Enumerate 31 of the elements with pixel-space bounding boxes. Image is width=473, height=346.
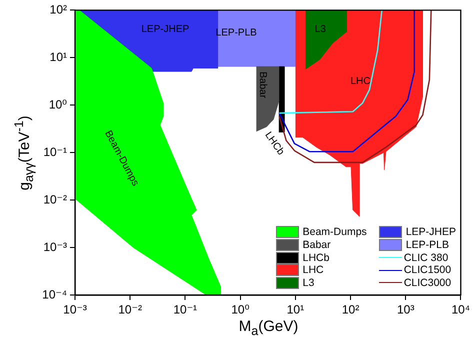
y-tick-label: 10⁻² bbox=[43, 192, 67, 206]
y-tick-label: 10⁻⁴ bbox=[42, 287, 67, 302]
y-tick-label: 10² bbox=[50, 2, 68, 17]
x-tick-label: 10⁴ bbox=[451, 302, 470, 317]
y-tick-label: 10⁰ bbox=[48, 97, 68, 112]
annotation: LHC bbox=[350, 76, 370, 88]
annotation: LEP-PLB bbox=[216, 27, 258, 38]
legend-label: LEP-PLB bbox=[406, 238, 450, 251]
y-tick-label: 10⁻¹ bbox=[43, 144, 67, 159]
legend-label: Babar bbox=[302, 238, 331, 251]
annotation: LEP-JHEP bbox=[141, 24, 190, 36]
legend-label: Beam-Dumps bbox=[302, 226, 367, 238]
x-axis-title: M$_{a}$(GeV) bbox=[238, 318, 298, 338]
x-tick-label: 10⁻² bbox=[118, 302, 142, 317]
annotation: Babar bbox=[257, 71, 268, 99]
legend-label: CLIC1500 bbox=[404, 264, 452, 276]
legend-label: CLIC3000 bbox=[404, 276, 452, 289]
legend-label: LHC bbox=[302, 264, 324, 276]
x-tick-label: 10⁻³ bbox=[63, 302, 87, 317]
legend-label: LEP-JHEP bbox=[406, 226, 456, 238]
y-tick-label: 10⁻³ bbox=[43, 240, 67, 254]
x-tick-label: 10⁻¹ bbox=[173, 302, 198, 317]
x-tick-label: 10² bbox=[342, 302, 360, 317]
y-tick-label: 10¹ bbox=[50, 50, 68, 64]
legend-label: CLIC 380 bbox=[404, 252, 448, 264]
x-tick-label: 10¹ bbox=[286, 302, 304, 317]
legend-label: L3 bbox=[302, 276, 314, 289]
legend-label: LHCb bbox=[302, 252, 330, 264]
x-tick-label: 10³ bbox=[396, 302, 414, 317]
x-tick-label: 10⁰ bbox=[231, 302, 250, 317]
annotation: L3 bbox=[314, 24, 326, 36]
